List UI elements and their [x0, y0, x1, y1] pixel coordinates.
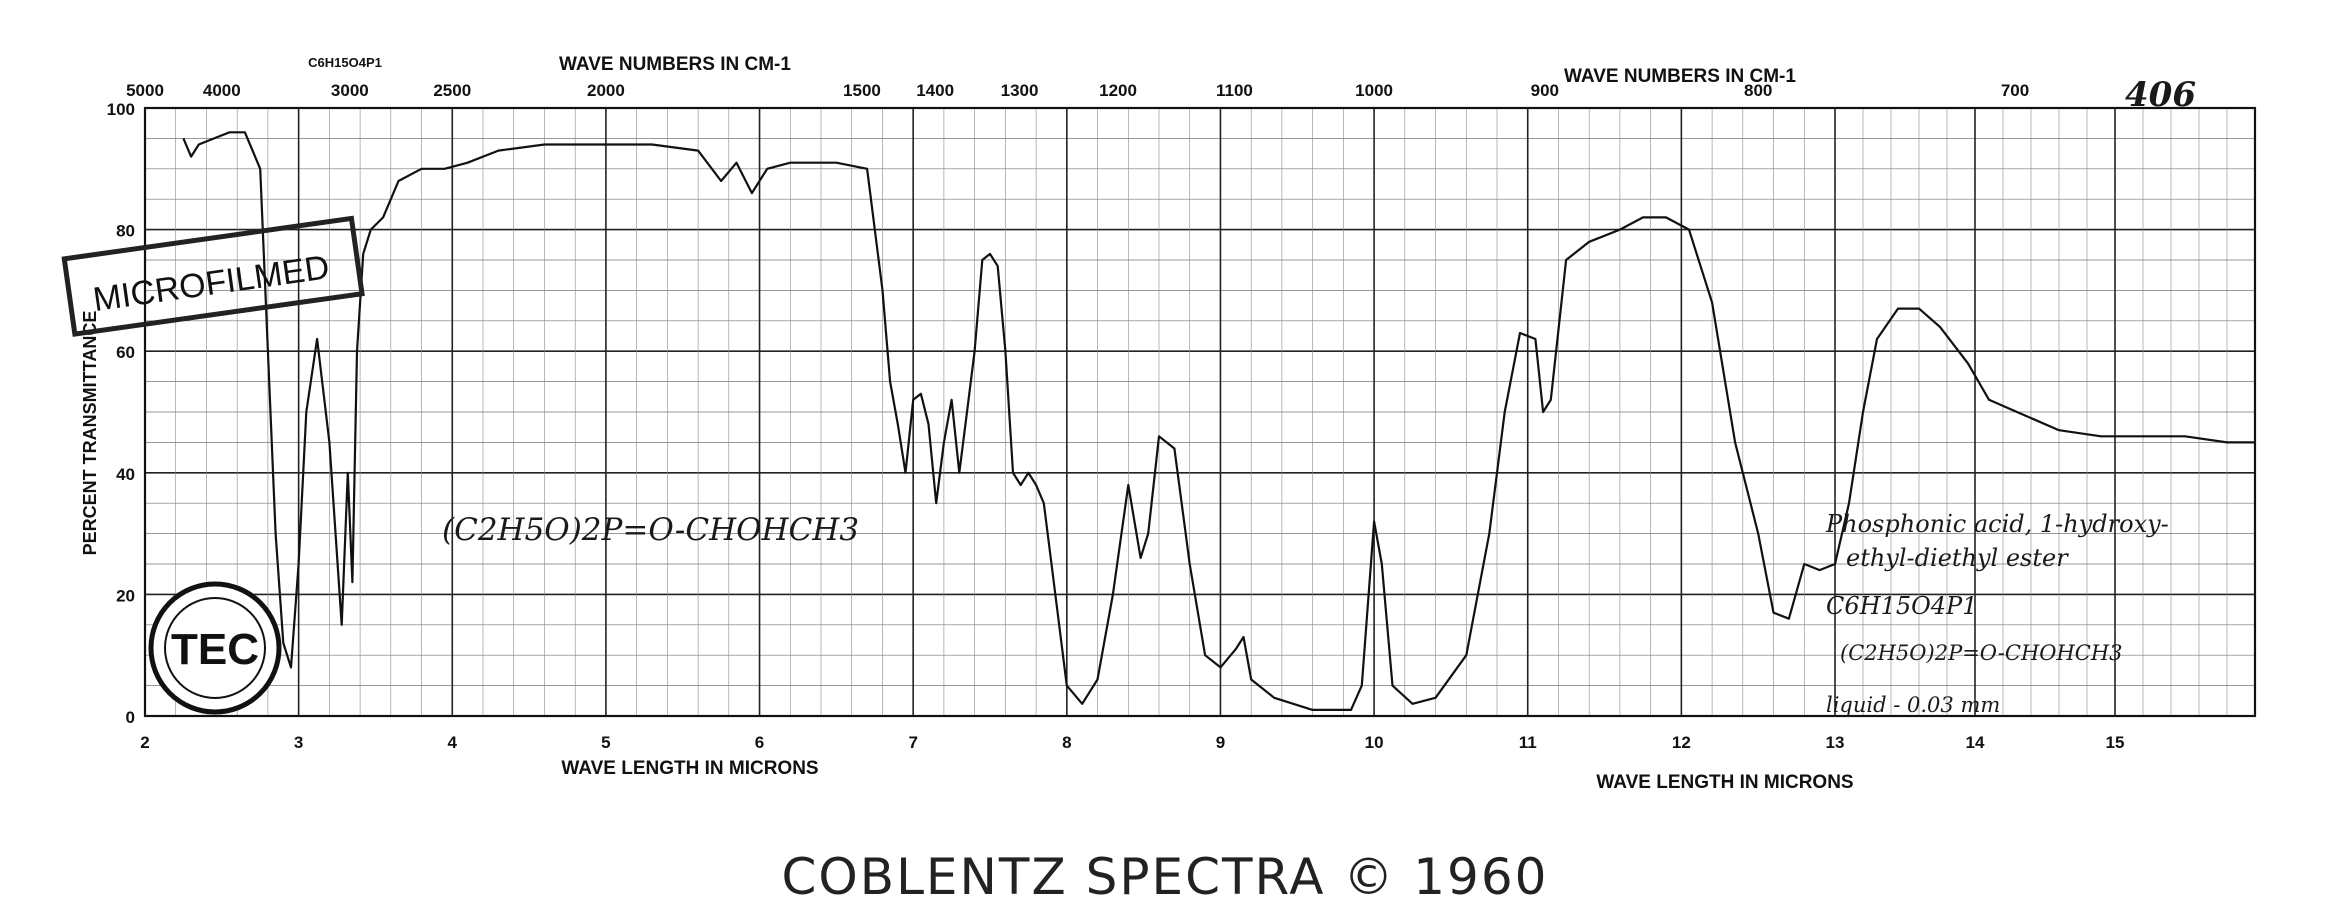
x-tick-label: 2	[140, 733, 149, 752]
y-axis-label: PERCENT TRANSMITTANCE	[80, 311, 100, 556]
plot-border	[143, 106, 2257, 718]
y-tick-label: 20	[116, 586, 135, 605]
x-tick-label: 10	[1365, 733, 1384, 752]
x-tick-label: 7	[908, 733, 917, 752]
logo-text: TEC	[171, 625, 259, 674]
x-tick-label: 12	[1672, 733, 1691, 752]
top-tick-label: 1000	[1355, 81, 1393, 100]
tec-logo: TEC	[148, 581, 282, 715]
x-tick-label: 3	[294, 733, 303, 752]
top-axis-label-right: WAVE NUMBERS IN CM-1	[1564, 66, 1796, 87]
x-axis-label: WAVE LENGTH IN MICRONS	[561, 758, 818, 779]
x-tick-label: 9	[1216, 733, 1225, 752]
chart-frame	[143, 106, 2257, 718]
y-tick-label: 40	[116, 465, 135, 484]
x-tick-label: 15	[2106, 733, 2125, 752]
top-tick-label: 900	[1531, 81, 1559, 100]
top-tick-label: 1500	[843, 81, 881, 100]
compound-name-line2: ethyl-diethyl ester	[1846, 544, 2069, 572]
x-tick-label: 5	[601, 733, 610, 752]
x-tick-label: 8	[1062, 733, 1071, 752]
structure-small-annotation: (C2H5O)2P=O-CHOHCH3	[1840, 641, 2123, 665]
top-axis-label: WAVE NUMBERS IN CM-1	[559, 54, 791, 75]
top-tick-label: 1100	[1216, 81, 1253, 100]
compound-name-line1: Phosphonic acid, 1-hydroxy-	[1825, 510, 2169, 538]
x-axis-label-right: WAVE LENGTH IN MICRONS	[1596, 772, 1853, 793]
y-tick-label: 80	[116, 222, 135, 241]
top-tick-label: 1200	[1099, 81, 1137, 100]
top-tick-label: 2500	[433, 81, 471, 100]
top-tick-label: 700	[2001, 81, 2029, 100]
top-tick-label: 5000	[126, 81, 164, 100]
formula-annotation: C6H15O4P1	[1826, 592, 1977, 620]
x-tick-label: 4	[448, 733, 458, 752]
x-tick-label: 14	[1966, 733, 1985, 752]
top-tick-label: 3000	[331, 81, 369, 100]
y-tick-labels: 0 20 40 60 80 100	[107, 100, 135, 727]
top-tick-label: 800	[1744, 81, 1772, 100]
y-tick-label: 0	[126, 708, 135, 727]
top-tick-label: 2000	[587, 81, 625, 100]
structure-annotation: (C2H5O)2P=O-CHOHCH3	[442, 512, 859, 548]
chart-number: 406	[2125, 75, 2196, 115]
y-tick-label: 60	[116, 343, 135, 362]
x-tick-label: 13	[1826, 733, 1845, 752]
top-tick-label: 4000	[203, 81, 241, 100]
y-tick-label: 100	[107, 100, 135, 119]
sample-annotation: liquid - 0.03 mm	[1826, 693, 2000, 717]
formula-top-label: C6H15O4P1	[308, 55, 382, 70]
x-tick-labels: 2 3 4 5 6 7 8 9 10 11 12 13 14 15	[140, 733, 2124, 752]
top-tick-labels: 5000 4000 3000 2500 2000 1500 1400 1300 1200 1100…	[126, 81, 2029, 100]
spectrum-line	[182, 131, 2255, 711]
x-tick-label: 6	[755, 733, 764, 752]
top-tick-label: 1400	[916, 81, 954, 100]
x-tick-label: 11	[1519, 733, 1537, 752]
copyright-footer: COBLENTZ SPECTRA © 1960	[781, 848, 1549, 906]
top-tick-label: 1300	[1001, 81, 1039, 100]
